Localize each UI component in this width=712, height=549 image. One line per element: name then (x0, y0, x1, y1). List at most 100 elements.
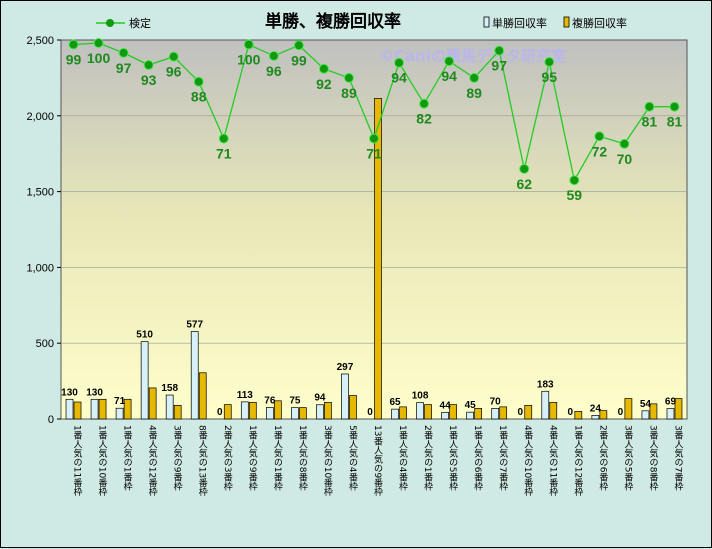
line-point-label: 95 (541, 69, 557, 85)
bar-place (73, 401, 82, 420)
line-point-label: 62 (516, 176, 532, 192)
x-category-label: 8番人気の13番枠 (197, 425, 208, 497)
bar-win-label: 0 (568, 407, 574, 418)
line-marker (318, 63, 329, 74)
bar-win (190, 331, 199, 420)
chart-title: 単勝、複勝回収率 (265, 11, 401, 32)
x-category-label: 13番人気の9番枠 (372, 425, 383, 497)
x-category-label: 2番人気の1番枠 (422, 425, 433, 491)
bar-place (674, 398, 683, 420)
line-marker (519, 163, 530, 174)
bar-win-label: 65 (389, 397, 401, 408)
x-category-label: 5番人気の4番枠 (347, 425, 358, 491)
line-point-label: 97 (116, 60, 132, 76)
x-category-label: 1番人気の1番枠 (272, 425, 283, 491)
bar-win (65, 398, 74, 420)
legend-place-label: 複勝回収率 (572, 16, 627, 30)
bar-place (374, 98, 382, 420)
x-category-label: 4番人気の12番枠 (147, 425, 158, 497)
bar-win-label: 75 (289, 396, 301, 407)
legend: 検定 単勝回収率 複勝回収率 (96, 16, 627, 30)
line-point-label: 88 (191, 89, 207, 105)
bar-win (491, 408, 500, 420)
x-category-label: 4番人気の10番枠 (522, 425, 533, 497)
line-point-label: 71 (366, 146, 382, 162)
line-marker (118, 47, 129, 58)
bar-win-label: 0 (517, 407, 523, 418)
bar-win-label: 70 (490, 396, 502, 407)
line-point-label: 97 (491, 58, 507, 74)
line-point-label: 94 (391, 70, 407, 86)
bar-win-label: 577 (186, 320, 203, 331)
line-marker (268, 50, 279, 61)
bar-win-label: 44 (440, 400, 452, 411)
bar-place (574, 411, 583, 420)
line-marker (168, 51, 179, 62)
bar-place (399, 406, 407, 420)
bar-win (240, 401, 249, 420)
bar-place (98, 398, 107, 420)
line-marker (469, 72, 480, 83)
bar-place (649, 403, 658, 420)
line-marker (419, 98, 430, 109)
x-category-label: 1番人気の9番枠 (247, 425, 257, 491)
x-category-label: 1番人気の8番枠 (297, 425, 308, 491)
bar-place (624, 398, 633, 420)
x-axis-labels: 1番人気の11番枠 1番人気の10番枠 1番人気の1番枠 4番人気の12番枠 3番人気の… (72, 425, 683, 497)
bar-place (524, 405, 533, 420)
bar-win (265, 407, 274, 420)
line-marker (243, 39, 254, 50)
bar-win (140, 341, 149, 420)
bar-win (291, 407, 299, 420)
bar-win (316, 404, 324, 420)
x-category-label: 3番人気の10番枠 (322, 425, 333, 497)
x-category-label: 4番人気の11番枠 (547, 425, 558, 497)
bar-win-label: 183 (537, 379, 554, 390)
x-category-label: 1番人気の4番枠 (397, 425, 408, 491)
line-point-label: 71 (216, 146, 232, 162)
bar-win-label: 71 (114, 396, 126, 407)
bar-win-label: 24 (590, 403, 602, 414)
bar-win (541, 390, 550, 420)
bar-win-label: 510 (136, 330, 153, 341)
line-point-label: 94 (441, 68, 457, 84)
line-point-label: 99 (291, 52, 307, 68)
bar-place (349, 395, 357, 420)
bar-place (499, 406, 508, 420)
bar-win-label: 108 (412, 391, 429, 402)
bar-win-label: 130 (61, 387, 78, 398)
legend-place-swatch (563, 16, 570, 28)
x-category-label: 3番人気の5番枠 (622, 425, 633, 491)
bar-win-label: 130 (86, 387, 103, 398)
bar-place (299, 407, 307, 420)
line-marker (544, 56, 555, 67)
bar-place (173, 405, 182, 420)
bar-series: 130 130 71 510 158 577 0 113 76 75 94 297 0 65 108 44 45… (61, 98, 683, 420)
x-category-label: 3番人気の9番枠 (172, 425, 183, 491)
bar-place (599, 410, 608, 420)
y-tick-label: 500 (36, 338, 54, 350)
line-point-label: 89 (466, 85, 482, 101)
line-point-label: 59 (567, 187, 583, 203)
bar-win-label: 0 (217, 407, 223, 418)
bar-win (90, 398, 99, 420)
watermark: ©Caniの競馬データ研究室 (379, 47, 566, 65)
x-category-label: 1番人気の12番枠 (572, 425, 583, 497)
line-marker (569, 175, 580, 186)
bar-win (115, 407, 124, 420)
legend-win-label: 単勝回収率 (492, 16, 547, 30)
line-marker (619, 138, 630, 149)
line-marker (143, 60, 154, 71)
line-marker (369, 133, 379, 144)
line-series: 99 100 97 93 96 88 71 100 96 99 92 89 71 94 82 94 89 97 62… (66, 38, 683, 203)
bar-win-label: 113 (237, 390, 254, 401)
line-marker (193, 76, 204, 87)
x-category-label: 1番人気の5番枠 (447, 425, 458, 491)
line-point-label: 81 (667, 114, 683, 130)
line-point-label: 92 (316, 76, 332, 92)
line-marker (494, 45, 505, 56)
x-category-label: 1番人気の10番枠 (97, 425, 108, 497)
line-marker (594, 131, 605, 142)
y-tick-label: 1,500 (26, 187, 54, 199)
